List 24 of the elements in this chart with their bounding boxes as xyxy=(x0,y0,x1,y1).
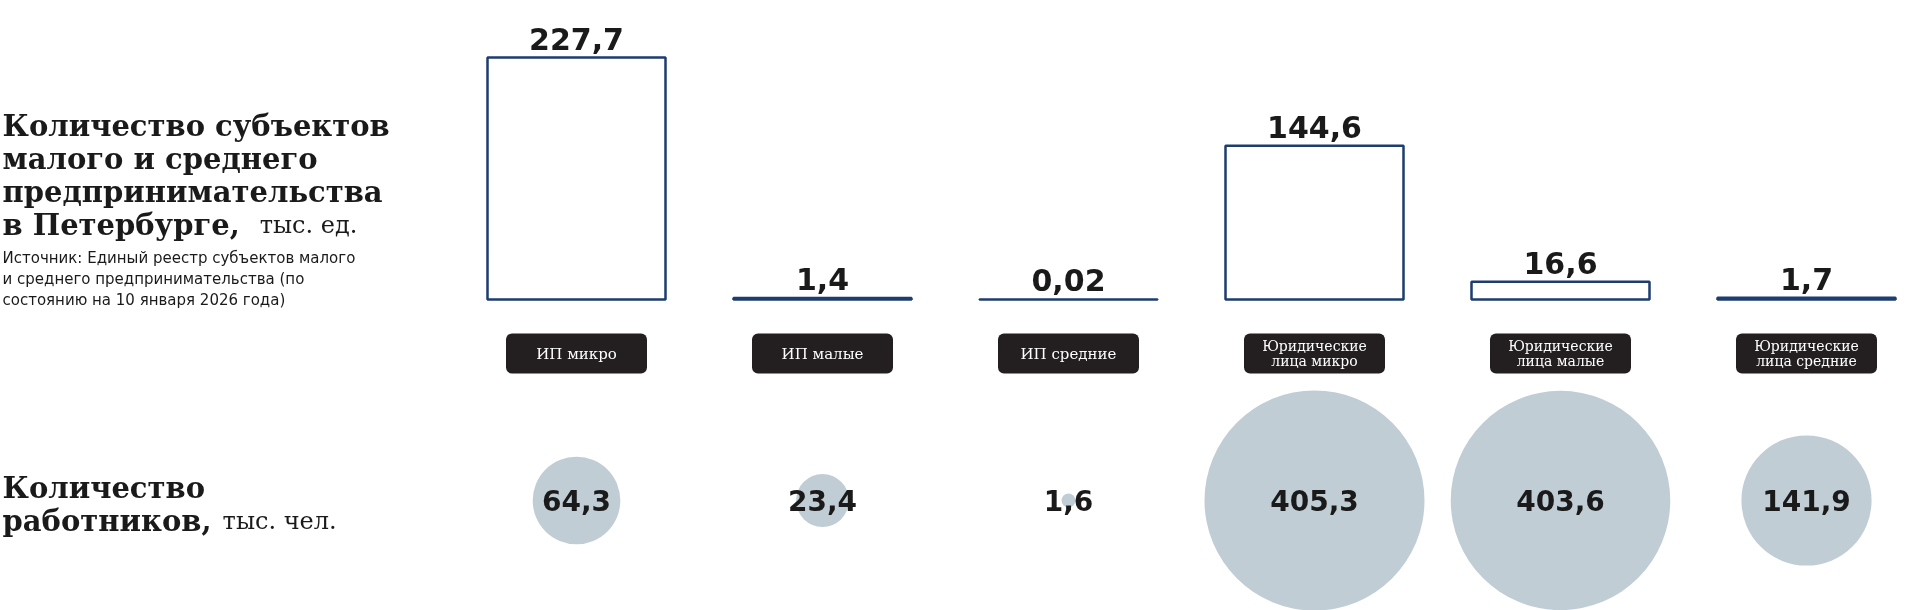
x-tick-label: ИП средние xyxy=(1020,344,1117,363)
data-label: 23,4 xyxy=(787,485,858,518)
data-label: 141,9 xyxy=(1762,485,1851,518)
bar xyxy=(1224,144,1405,301)
data-label: 227,7 xyxy=(529,21,624,57)
data-label: 403,6 xyxy=(1516,485,1605,518)
x-tick-label: ИП микро xyxy=(536,344,617,363)
text: Количество работников, тыс. чел. xyxy=(2,470,337,538)
data-label: 16,6 xyxy=(1523,245,1598,281)
data-label: 1,4 xyxy=(795,262,850,298)
bar xyxy=(1470,280,1651,301)
x-tick-label: Юридические лица малые xyxy=(1508,337,1613,370)
x-tick-label: Юридические лица средние xyxy=(1754,337,1859,370)
data-label: 64,3 xyxy=(541,485,612,518)
x-tick-label: Юридические лица микро xyxy=(1262,337,1367,370)
data-label: 144,6 xyxy=(1267,109,1362,145)
data-label: 0,02 xyxy=(1031,263,1106,299)
data-label: 1,6 xyxy=(1043,485,1094,518)
data-label: 1,7 xyxy=(1779,261,1834,297)
text: Количество субъектов малого и среднего предпринимательства в Петербурге, тыс. ед. xyxy=(2,108,390,242)
data-label: 405,3 xyxy=(1270,485,1359,518)
x-tick-label: ИП малые xyxy=(781,344,864,363)
bar xyxy=(486,56,667,301)
text: Источник: Единый реестр субъектов малого и среднего предпринимательства (по состоянию на 10 января 2026 года) xyxy=(2,248,356,309)
